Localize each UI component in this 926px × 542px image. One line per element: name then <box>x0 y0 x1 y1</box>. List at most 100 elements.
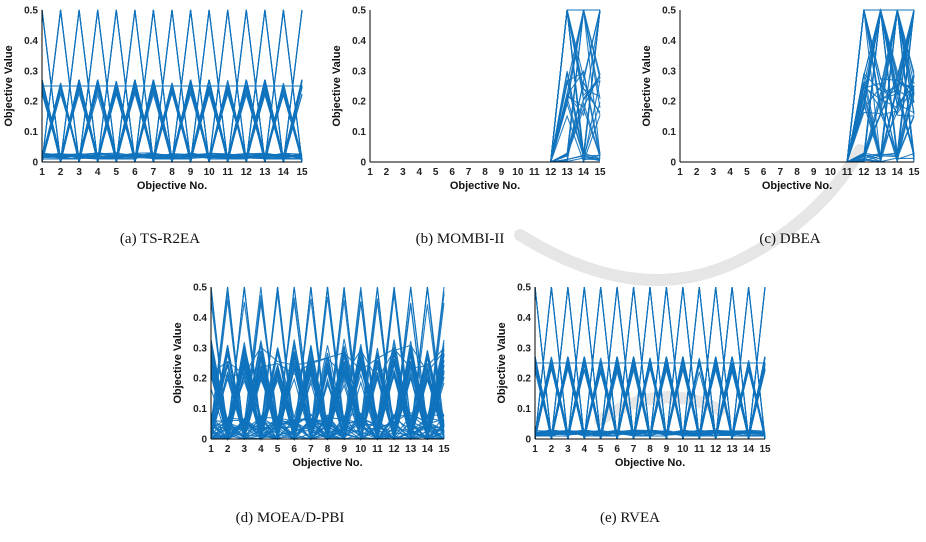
x-tick-label: 10 <box>355 444 367 455</box>
series-line <box>680 9 915 163</box>
series-line <box>680 9 915 163</box>
x-tick-label: 1 <box>367 167 373 178</box>
x-tick-label: 6 <box>449 167 455 178</box>
x-tick-label: 4 <box>258 444 264 455</box>
y-axis-label: Objective Value <box>172 322 184 403</box>
x-tick-label: 3 <box>711 167 717 178</box>
x-tick-label: 5 <box>744 167 750 178</box>
x-tick-label: 12 <box>241 167 253 178</box>
x-tick-label: 7 <box>466 167 472 178</box>
x-tick-label: 7 <box>308 444 314 455</box>
y-tick-label: 0.2 <box>517 374 531 385</box>
x-tick-label: 2 <box>58 167 64 178</box>
chart-panel-a: 1 2 3 4 5 6 7 8 9 10 11 12 13 14 1500.10.20.30.40.5Obj… <box>3 6 308 248</box>
series-line <box>680 9 915 163</box>
series-line <box>680 9 915 163</box>
series-line <box>210 414 445 440</box>
series-line <box>680 9 914 163</box>
series-line <box>210 286 445 440</box>
series-line <box>680 9 915 163</box>
panels-group: 1 2 3 4 5 6 7 8 9 10 11 12 13 14 1500.10.20.30.40.5Obj… <box>3 6 920 527</box>
panel-caption: (d) MOEA/D-PBI <box>236 510 345 526</box>
series-line <box>680 9 915 163</box>
x-tick-label: 1 <box>208 444 214 455</box>
series-line <box>680 9 915 163</box>
x-tick-label: 13 <box>727 444 739 455</box>
series-line <box>370 101 601 163</box>
x-tick-label: 6 <box>614 444 620 455</box>
series-line <box>680 9 915 163</box>
x-tick-label: 7 <box>778 167 784 178</box>
y-tick-label: 0.4 <box>352 36 366 47</box>
x-tick-label: 5 <box>114 167 120 178</box>
y-tick-label: 0.2 <box>193 374 207 385</box>
series-line <box>680 9 914 163</box>
y-tick-label: 0.3 <box>352 66 366 77</box>
series-line <box>370 81 601 163</box>
y-axis-label: Objective Value <box>331 45 343 126</box>
series-line <box>680 9 915 163</box>
chart-panel-e: 1 2 3 4 5 6 7 8 9 10 11 12 13 14 1500.10.20.30.40.5Obj… <box>496 283 771 527</box>
series-line <box>680 9 915 163</box>
series-group <box>680 7 915 163</box>
y-tick-label: 0.2 <box>662 97 676 108</box>
series-line <box>680 9 915 163</box>
x-tick-label: 9 <box>664 444 670 455</box>
x-tick-label: 12 <box>858 167 870 178</box>
x-axis-label: Objective No. <box>615 457 685 469</box>
series-line <box>210 352 445 440</box>
series-line <box>680 9 915 163</box>
x-tick-label: 15 <box>438 444 450 455</box>
x-tick-label: 5 <box>433 167 439 178</box>
y-tick-label: 0.3 <box>662 66 676 77</box>
x-tick-label: 11 <box>842 167 853 178</box>
x-tick-label: 10 <box>512 167 524 178</box>
x-tick-label: 15 <box>759 444 771 455</box>
series-group <box>534 286 766 440</box>
series-line <box>680 9 915 163</box>
x-tick-label: 4 <box>582 444 588 455</box>
y-tick-label: 0.2 <box>352 97 366 108</box>
x-tick-label: 12 <box>710 444 722 455</box>
x-tick-label: 6 <box>132 167 138 178</box>
y-tick-label: 0.4 <box>662 36 676 47</box>
panel-caption: (b) MOMBI-II <box>416 231 505 247</box>
y-tick-label: 0.1 <box>24 127 38 138</box>
series-line <box>680 9 915 163</box>
x-tick-label: 9 <box>811 167 817 178</box>
x-tick-label: 1 <box>39 167 45 178</box>
x-tick-label: 7 <box>631 444 637 455</box>
x-tick-label: 3 <box>242 444 248 455</box>
series-line <box>680 9 915 163</box>
series-line <box>680 9 915 163</box>
y-tick-label: 0.5 <box>517 283 531 294</box>
series-line <box>680 9 915 163</box>
x-tick-label: 5 <box>275 444 281 455</box>
x-tick-label: 11 <box>222 167 233 178</box>
x-tick-label: 15 <box>908 167 920 178</box>
x-tick-label: 2 <box>225 444 231 455</box>
series-line <box>680 9 915 163</box>
panel-caption: (c) DBEA <box>759 231 820 247</box>
y-tick-label: 0 <box>360 158 366 169</box>
x-tick-label: 1 <box>677 167 683 178</box>
series-line <box>534 359 766 439</box>
y-tick-label: 0.4 <box>24 36 38 47</box>
x-tick-label: 11 <box>372 444 383 455</box>
series-line <box>42 79 303 160</box>
x-tick-label: 8 <box>647 444 653 455</box>
x-tick-label: 11 <box>529 167 540 178</box>
x-tick-label: 13 <box>875 167 887 178</box>
y-tick-label: 0.1 <box>662 127 676 138</box>
x-tick-label: 8 <box>325 444 331 455</box>
series-line <box>210 287 444 440</box>
y-tick-label: 0.5 <box>193 283 207 294</box>
x-tick-label: 14 <box>422 444 434 455</box>
y-tick-label: 0 <box>670 158 676 169</box>
x-tick-label: 6 <box>761 167 767 178</box>
x-axis-label: Objective No. <box>762 180 832 192</box>
y-tick-label: 0.5 <box>24 6 38 17</box>
series-line <box>370 101 601 163</box>
x-tick-label: 9 <box>341 444 347 455</box>
series-line <box>41 85 303 163</box>
